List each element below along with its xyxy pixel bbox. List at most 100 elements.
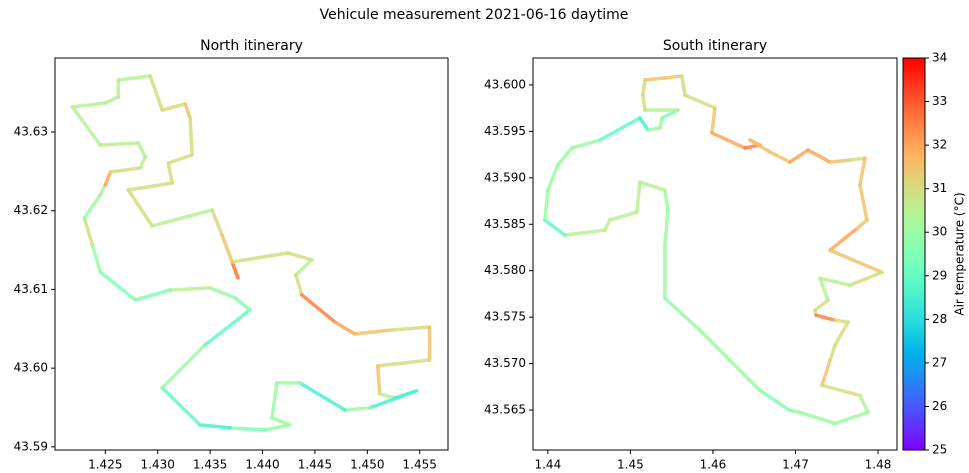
- track-segment: [848, 156, 867, 162]
- track-segment: [543, 188, 550, 222]
- track-segment: [166, 161, 174, 185]
- y-tick-label: 43.59: [14, 439, 48, 453]
- track-segment: [230, 251, 290, 264]
- colorbar-tick-label: 28: [932, 312, 947, 326]
- track-segment: [563, 228, 607, 237]
- track-segment: [643, 76, 667, 82]
- colorbar-tick-label: 27: [932, 355, 947, 369]
- track-segment: [820, 358, 832, 388]
- track-segment: [126, 188, 154, 228]
- track-segment: [748, 138, 772, 154]
- x-tick-label: 1.435: [193, 458, 227, 472]
- track-segment: [858, 156, 867, 187]
- track-segment: [183, 102, 192, 120]
- track-segment: [166, 153, 194, 165]
- track-segment: [641, 78, 647, 97]
- x-tick-label: 1.44: [534, 458, 561, 472]
- track-segment: [160, 386, 202, 427]
- track-segment: [263, 423, 292, 432]
- colorbar-tick-label: 29: [932, 268, 947, 282]
- track-segment: [70, 105, 103, 147]
- track-segment: [138, 155, 147, 170]
- track-segment: [228, 426, 267, 432]
- track-segment: [663, 296, 702, 333]
- track-segment: [608, 210, 639, 222]
- track-segment: [828, 158, 852, 164]
- colorbar-tick-label: 30: [932, 225, 947, 239]
- track-segment: [638, 116, 650, 132]
- track-segment: [818, 276, 852, 287]
- track-segment: [352, 328, 395, 336]
- track-segment: [680, 74, 687, 97]
- track-segment: [294, 258, 314, 277]
- colorbar-tick-label: 33: [932, 94, 947, 108]
- track-segment: [298, 381, 347, 412]
- track-segment: [98, 141, 140, 147]
- x-tick-label: 1.445: [298, 458, 332, 472]
- track-segment: [768, 150, 792, 164]
- track-segment: [210, 208, 224, 237]
- track-segment: [598, 116, 642, 142]
- track-segment: [294, 273, 304, 297]
- track-segment: [108, 166, 142, 174]
- track-segment: [646, 126, 662, 132]
- axes-title: North itinerary: [200, 38, 303, 54]
- y-tick-label: 43.63: [14, 124, 48, 138]
- x-tick-label: 1.47: [782, 458, 809, 472]
- track-segment: [286, 251, 314, 262]
- y-tick-label: 43.565: [484, 403, 526, 417]
- x-tick-label: 1.430: [141, 458, 175, 472]
- track-segment: [758, 388, 792, 413]
- track-segment: [814, 313, 837, 322]
- track-segment: [728, 358, 762, 393]
- track-segment: [853, 218, 869, 232]
- y-tick-label: 43.61: [14, 282, 48, 296]
- y-tick-label: 43.590: [484, 170, 526, 184]
- track-segment: [160, 343, 207, 390]
- track-segment: [168, 286, 212, 292]
- x-tick-label: 1.455: [403, 458, 437, 472]
- track-segment: [148, 74, 164, 112]
- track-segment: [367, 389, 419, 410]
- track-segment: [98, 270, 138, 302]
- colorbar: [902, 57, 926, 451]
- track-segment: [103, 95, 121, 105]
- track-segment: [813, 298, 830, 313]
- track-segment: [150, 208, 214, 228]
- track-segment: [833, 410, 870, 426]
- track-segment: [546, 163, 560, 192]
- track-segment: [858, 183, 869, 222]
- track-segment: [98, 183, 108, 197]
- track-segment: [818, 276, 830, 303]
- axes-frame: [54, 57, 449, 451]
- y-tick-label: 43.570: [484, 356, 526, 370]
- track-segment: [828, 343, 837, 363]
- y-tick-label: 43.600: [484, 77, 526, 91]
- track-segment: [638, 180, 667, 192]
- colorbar-tick-label: 26: [932, 399, 947, 413]
- track-segment: [848, 270, 884, 287]
- track-segment: [806, 148, 832, 164]
- track-segment: [160, 102, 187, 112]
- y-tick-label: 43.62: [14, 203, 48, 217]
- track-segment: [570, 138, 602, 150]
- track-segment: [833, 318, 850, 325]
- track-segment: [603, 218, 612, 232]
- track-segment: [136, 141, 147, 159]
- figure-title: Vehicule measurement 2021-06-16 daytime: [320, 7, 629, 23]
- track-segment: [116, 74, 152, 82]
- track-segment: [343, 406, 372, 412]
- y-tick-label: 43.585: [484, 217, 526, 231]
- track-segment: [233, 296, 252, 312]
- colorbar-tick-label: 32: [932, 138, 947, 152]
- x-tick-label: 1.48: [865, 458, 892, 472]
- track-segment: [698, 328, 732, 363]
- track-segment: [710, 131, 747, 150]
- track-segment: [543, 218, 567, 237]
- track-segment: [828, 228, 857, 252]
- track-segment: [663, 188, 670, 212]
- x-tick-label: 1.440: [245, 458, 279, 472]
- track-segment: [556, 146, 574, 167]
- track-segment: [230, 260, 240, 280]
- track-segment: [188, 116, 194, 157]
